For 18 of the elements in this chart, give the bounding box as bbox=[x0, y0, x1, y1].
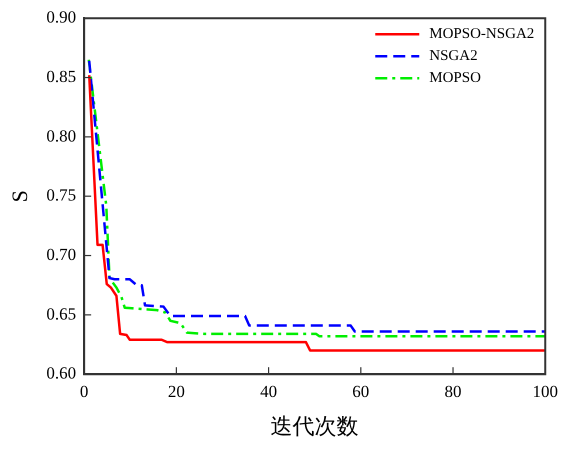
y-tick-label: 0.80 bbox=[46, 126, 76, 146]
y-tick-label: 0.75 bbox=[46, 186, 76, 205]
x-tick-label: 60 bbox=[352, 382, 370, 401]
y-tick-label: 0.60 bbox=[46, 364, 76, 383]
y-axis-title: S bbox=[6, 190, 32, 202]
x-tick-label: 40 bbox=[260, 382, 278, 401]
x-tick-label: 0 bbox=[80, 382, 88, 401]
legend-label: MOPSO bbox=[429, 70, 482, 86]
x-tick-label: 20 bbox=[168, 382, 185, 401]
y-tick-label: 0.85 bbox=[46, 67, 76, 86]
legend-label: NSGA2 bbox=[429, 48, 478, 64]
legend-label: MOPSO-NSGA2 bbox=[429, 26, 534, 42]
x-axis-title: 迭代次数 bbox=[270, 414, 359, 439]
y-tick-label: 0.70 bbox=[46, 245, 76, 264]
x-tick-label: 80 bbox=[444, 382, 462, 401]
x-tick-label: 100 bbox=[532, 382, 558, 401]
y-tick-label: 0.65 bbox=[46, 304, 76, 324]
y-tick-label: 0.90 bbox=[46, 8, 76, 27]
